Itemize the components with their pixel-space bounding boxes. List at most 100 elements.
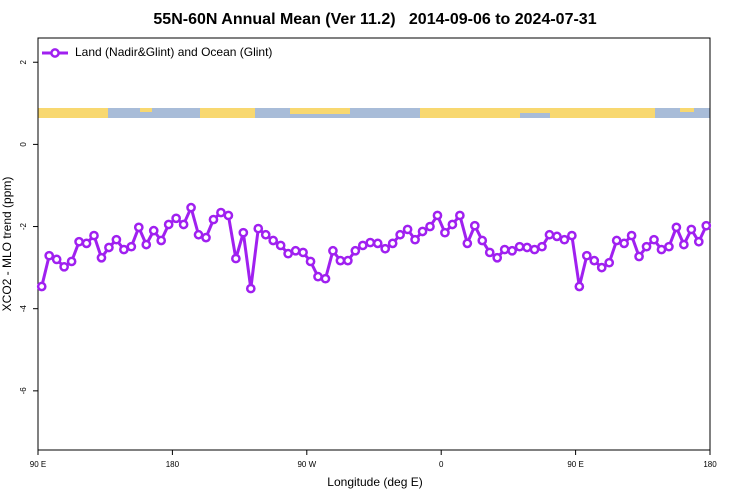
- land-patch: [290, 108, 350, 114]
- data-point: [44, 250, 55, 261]
- land-patch: [38, 108, 108, 118]
- map-strip: [38, 108, 710, 118]
- land-patch: [140, 108, 152, 112]
- y-tick-label: -2: [19, 222, 28, 230]
- data-point: [671, 222, 682, 233]
- data-point: [469, 220, 480, 231]
- data-point: [89, 230, 99, 241]
- data-point: [604, 257, 615, 268]
- data-point: [231, 253, 241, 264]
- plot-frame: [37, 37, 711, 451]
- data-point: [343, 255, 353, 266]
- x-tick-label: 90 W: [297, 460, 316, 469]
- data-point: [216, 207, 226, 218]
- data-point: [163, 219, 174, 230]
- data-point: [238, 227, 249, 238]
- data-point: [432, 210, 443, 221]
- data-point: [656, 244, 667, 255]
- data-point: [253, 223, 264, 234]
- data-point: [425, 221, 435, 232]
- y-tick-label: -4: [19, 305, 28, 313]
- data-point: [51, 254, 62, 265]
- data-point: [193, 229, 204, 240]
- data-point: [186, 202, 196, 213]
- x-tick-label: 180: [166, 460, 180, 469]
- data-point: [298, 247, 308, 258]
- land-patch: [680, 108, 694, 112]
- data-point: [679, 239, 689, 250]
- data-point: [559, 234, 570, 245]
- data-point: [133, 222, 144, 233]
- data-point: [634, 251, 644, 262]
- data-point: [447, 219, 458, 230]
- data-point: [417, 226, 428, 237]
- data-point: [268, 235, 279, 246]
- data-point: [387, 238, 398, 249]
- chart-title: 55N-60N Annual Mean (Ver 11.2) 2014-09-0…: [153, 11, 596, 28]
- data-point: [567, 230, 577, 241]
- data-point: [574, 281, 585, 292]
- land-patch: [200, 108, 255, 118]
- data-point: [156, 235, 167, 246]
- data-point: [455, 210, 465, 221]
- data-point: [440, 227, 450, 238]
- data-point: [529, 244, 540, 255]
- data-point: [178, 219, 189, 230]
- data-point: [402, 224, 413, 235]
- data-point: [260, 229, 271, 240]
- data-point: [36, 281, 47, 292]
- data-point: [59, 261, 69, 272]
- data-point: [148, 225, 159, 236]
- data-point: [537, 241, 547, 252]
- data-point: [410, 234, 420, 245]
- data-point: [372, 238, 383, 249]
- data-point: [320, 273, 331, 284]
- data-point: [201, 232, 211, 243]
- data-point: [611, 235, 622, 246]
- data-point: [81, 238, 92, 249]
- data-point: [507, 245, 517, 256]
- data-point: [544, 229, 555, 240]
- legend-label: Land (Nadir&Glint) and Ocean (Glint): [75, 45, 272, 59]
- data-point: [664, 241, 674, 252]
- y-tick-label: 2: [19, 59, 28, 64]
- data-point: [208, 214, 219, 225]
- data-point: [111, 234, 122, 245]
- data-point: [619, 238, 629, 249]
- data-point: [462, 238, 473, 249]
- x-tick-label: 0: [439, 460, 444, 469]
- data-point: [686, 224, 697, 235]
- data-point: [305, 256, 316, 267]
- data-point: [141, 239, 152, 250]
- data-point: [119, 244, 129, 255]
- data-point: [275, 240, 286, 251]
- data-point: [245, 283, 256, 294]
- ocean-band: [38, 108, 710, 118]
- y-tick-label: -6: [19, 387, 28, 395]
- y-axis-label: XCO2 - MLO trend (ppm): [0, 177, 14, 312]
- data-point: [522, 242, 532, 253]
- data-point: [365, 237, 376, 248]
- data-point: [581, 250, 592, 261]
- data-point: [641, 241, 652, 252]
- data-point: [350, 245, 361, 256]
- data-point: [477, 235, 488, 246]
- data-point: [395, 229, 405, 240]
- data-point: [596, 262, 607, 273]
- y-tick-label: 0: [19, 142, 28, 147]
- data-point: [514, 241, 525, 252]
- series-line: [40, 203, 708, 289]
- data-point: [171, 213, 181, 224]
- data-point: [66, 256, 77, 267]
- data-point: [649, 234, 659, 245]
- data-point: [223, 210, 234, 221]
- data-point: [552, 231, 562, 242]
- data-point: [74, 236, 84, 247]
- data-point: [313, 271, 323, 282]
- data-point: [492, 252, 503, 263]
- data-point: [290, 245, 301, 256]
- data-point: [626, 230, 637, 241]
- data-point: [499, 244, 510, 255]
- ocean-patch: [520, 113, 550, 118]
- data-point: [693, 236, 704, 247]
